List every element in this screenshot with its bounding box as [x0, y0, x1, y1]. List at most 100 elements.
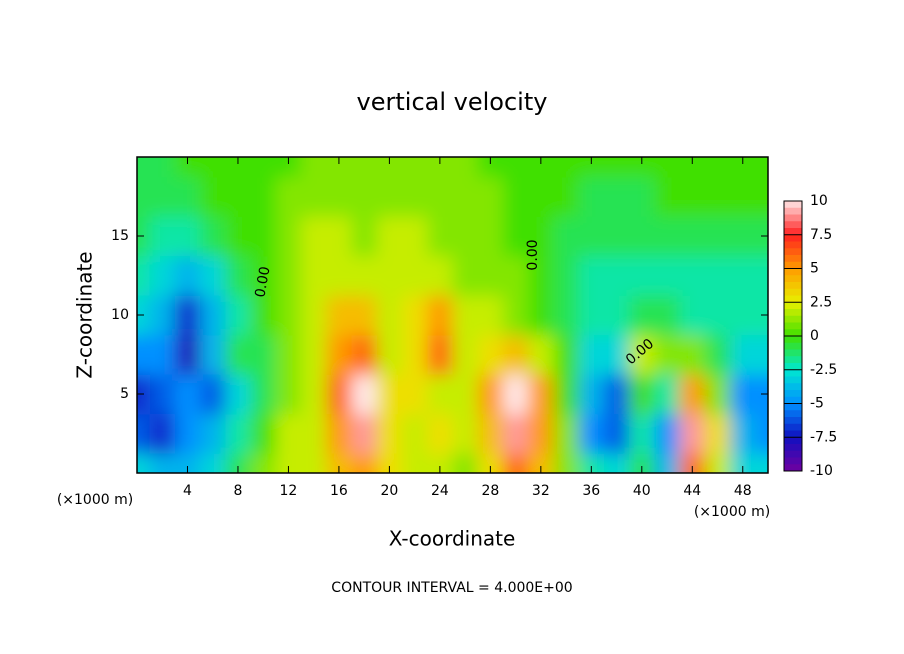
- colorbar-swatch: [784, 248, 802, 256]
- cell: [225, 374, 252, 415]
- cell: [275, 453, 302, 473]
- cell: [730, 255, 756, 296]
- cell: [452, 216, 479, 257]
- cell: [528, 413, 554, 454]
- colorbar-swatch: [784, 417, 802, 425]
- cell: [174, 295, 201, 336]
- colorbar-swatch: [784, 255, 802, 263]
- colorbar-swatch: [784, 356, 802, 364]
- cell: [553, 216, 580, 257]
- cell: [351, 413, 378, 454]
- cell: [477, 255, 504, 296]
- cell: [351, 157, 378, 178]
- cell: [200, 157, 226, 178]
- cell: [679, 176, 706, 217]
- cell: [477, 295, 504, 336]
- colorbar-swatch: [784, 282, 802, 290]
- cell: [528, 176, 554, 217]
- cell: [578, 176, 605, 217]
- colorbar-swatch: [784, 295, 802, 303]
- cell: [629, 453, 655, 473]
- cell: [301, 176, 327, 217]
- cell: [149, 216, 176, 257]
- cell: [351, 334, 378, 375]
- cell: [376, 413, 403, 454]
- cell: [174, 413, 201, 454]
- cell: [603, 176, 630, 217]
- cell: [174, 216, 201, 257]
- cell: [603, 374, 630, 415]
- cell: [376, 176, 403, 217]
- cell: [502, 374, 529, 415]
- cell: [553, 176, 580, 217]
- x-axis-title: X-coordinate: [389, 527, 516, 551]
- cell: [351, 295, 378, 336]
- cell: [704, 157, 731, 178]
- cell: [351, 255, 378, 296]
- cell: [376, 157, 403, 178]
- cell: [149, 453, 176, 473]
- cell: [477, 176, 504, 217]
- cell: [275, 176, 302, 217]
- x-tick-label: 48: [734, 483, 752, 499]
- cell: [452, 295, 479, 336]
- cell: [704, 255, 731, 296]
- cell: [326, 453, 353, 473]
- x-tick-label: 32: [532, 483, 550, 499]
- colorbar-swatch: [784, 444, 802, 452]
- cell: [452, 453, 479, 473]
- cell: [301, 374, 327, 415]
- colorbar-swatch: [784, 221, 802, 229]
- cell: [528, 374, 554, 415]
- cell: [427, 176, 453, 217]
- cell: [402, 216, 428, 257]
- x-tick-label: 24: [431, 483, 449, 499]
- cell: [654, 157, 681, 178]
- cell: [225, 157, 252, 178]
- cell: [502, 453, 529, 473]
- cell: [250, 216, 277, 257]
- cell: [427, 374, 453, 415]
- cell: [603, 453, 630, 473]
- cell: [502, 216, 529, 257]
- y-tick-label: 5: [120, 386, 129, 402]
- cell: [402, 176, 428, 217]
- colorbar-swatch: [784, 214, 802, 222]
- cell: [704, 334, 731, 375]
- colorbar-swatch: [784, 390, 802, 398]
- cell: [629, 216, 655, 257]
- colorbar-swatch: [784, 369, 802, 377]
- cell: [704, 176, 731, 217]
- cell: [326, 255, 353, 296]
- cell: [225, 176, 252, 217]
- x-tick-label: 40: [633, 483, 651, 499]
- cell: [654, 176, 681, 217]
- colorbar-tick-label: -10: [810, 463, 833, 479]
- colorbar-tick-label: 5: [810, 261, 819, 277]
- cell: [174, 374, 201, 415]
- cell: [578, 453, 605, 473]
- colorbar-swatch: [784, 234, 802, 242]
- colorbar-swatch: [784, 261, 802, 269]
- cell: [679, 453, 706, 473]
- cell: [376, 216, 403, 257]
- cell: [250, 334, 277, 375]
- colorbar-swatch: [784, 457, 802, 465]
- colorbar-swatch: [784, 450, 802, 458]
- cell: [704, 413, 731, 454]
- cell: [427, 453, 453, 473]
- colorbar-swatch: [784, 201, 802, 209]
- cell: [200, 255, 226, 296]
- cell: [629, 255, 655, 296]
- cell: [351, 216, 378, 257]
- cell: [477, 413, 504, 454]
- colorbar-swatch: [784, 464, 802, 472]
- chart-title: vertical velocity: [357, 88, 548, 116]
- y-tick-label: 10: [111, 307, 129, 323]
- cell: [755, 255, 768, 296]
- cell: [578, 374, 605, 415]
- cell: [528, 255, 554, 296]
- colorbar-tick-label: 2.5: [810, 294, 832, 310]
